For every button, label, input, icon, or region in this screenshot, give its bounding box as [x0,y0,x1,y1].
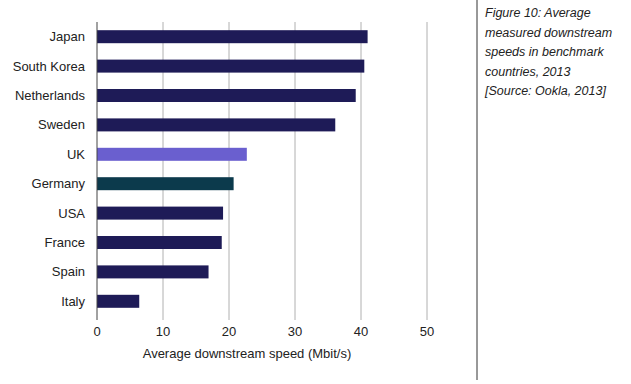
bar [97,89,356,102]
tick-label: 0 [93,324,100,339]
bar [97,177,234,190]
category-label: South Korea [13,59,86,74]
bar [97,30,368,43]
category-label: Sweden [38,117,85,132]
category-label: USA [58,206,85,221]
category-label: Spain [52,264,85,279]
category-label: UK [67,147,85,162]
tick-label: 40 [354,324,368,339]
bar [97,60,364,73]
category-label: Japan [50,29,85,44]
tick-label: 10 [156,324,170,339]
bars [97,30,368,308]
tick-label: 20 [222,324,236,339]
caption: Figure 10: Average [485,6,591,20]
grid-line [427,22,428,320]
axis-line [97,22,98,320]
bar [97,148,247,161]
caption: [Source: Ookla, 2013] [484,84,606,98]
separator [477,0,478,380]
category-label: Germany [32,176,86,191]
category-label: Netherlands [15,88,86,103]
bar [97,207,223,220]
bar [97,295,139,308]
caption: speeds in benchmark [485,45,605,59]
axis-title: Average downstream speed (Mbit/s) [143,346,352,361]
bar [97,236,222,249]
bar [97,118,335,131]
caption: measured downstream [485,26,612,40]
caption: countries, 2013 [485,65,571,79]
bar [97,265,209,278]
tick-label: 50 [420,324,434,339]
category-label: France [45,235,85,250]
tick-label: 30 [288,324,302,339]
category-label: Italy [61,294,85,309]
chart: 0 10 20 30 40 50 Japan South Korea Netherlands Sw… [0,0,631,384]
